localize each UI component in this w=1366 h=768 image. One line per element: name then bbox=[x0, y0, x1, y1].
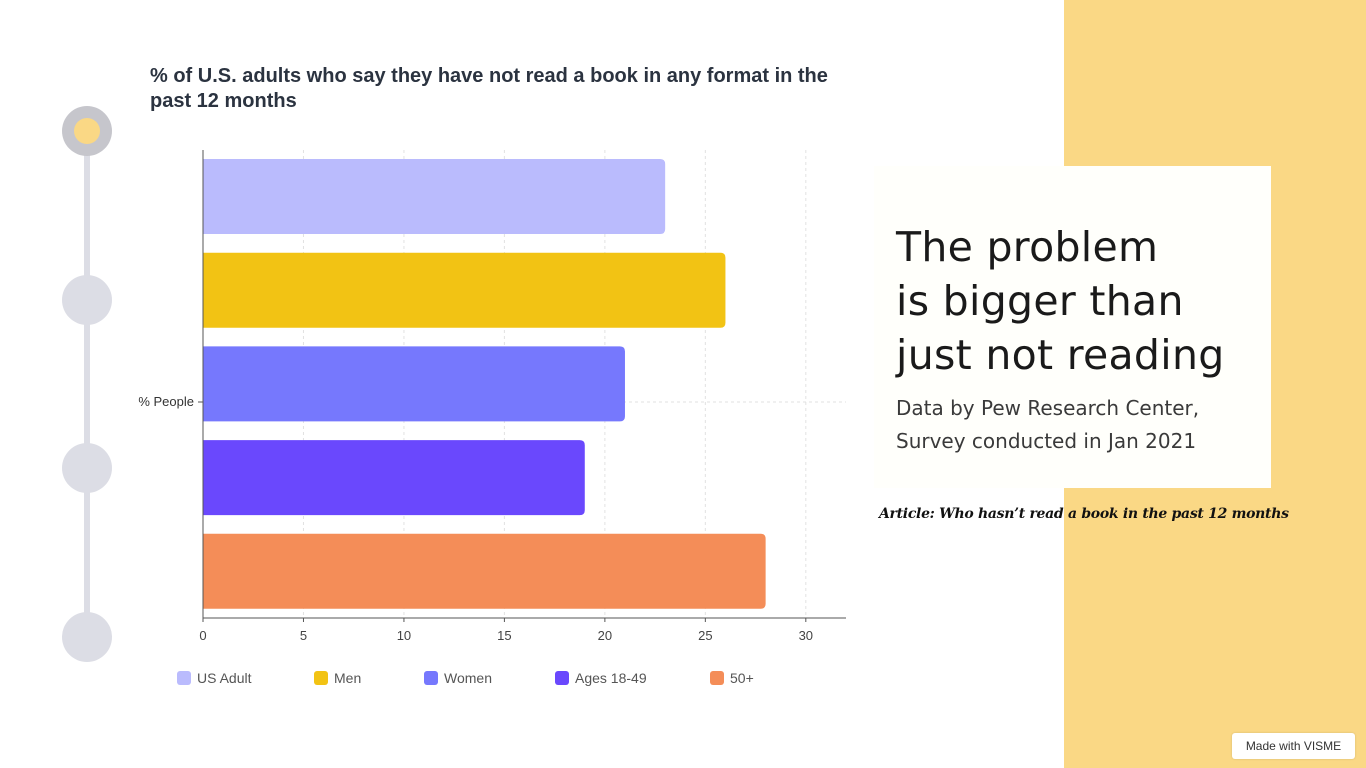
bar-us-adult bbox=[203, 159, 666, 234]
made-with-visme-badge[interactable]: Made with VISME bbox=[1232, 733, 1355, 759]
bar-women bbox=[203, 346, 625, 422]
timeline-step-4[interactable] bbox=[62, 612, 112, 662]
x-tick-label: 20 bbox=[598, 628, 612, 643]
x-tick-label: 0 bbox=[199, 628, 206, 643]
card-subtitle: Data by Pew Research Center, Survey cond… bbox=[896, 392, 1266, 458]
legend-swatch bbox=[424, 671, 438, 685]
timeline-step-1-active[interactable] bbox=[62, 106, 112, 156]
bar-men bbox=[203, 252, 726, 328]
chart-legend: US Adult Men Women Ages 18-49 50+ bbox=[177, 668, 817, 688]
x-tick-label: 30 bbox=[799, 628, 813, 643]
legend-item[interactable]: Men bbox=[314, 668, 361, 688]
legend-label: 50+ bbox=[730, 670, 754, 686]
legend-swatch bbox=[177, 671, 191, 685]
legend-label: US Adult bbox=[197, 670, 252, 686]
legend-swatch bbox=[710, 671, 724, 685]
legend-label: Women bbox=[444, 670, 492, 686]
x-tick-label: 5 bbox=[300, 628, 307, 643]
timeline-step-2[interactable] bbox=[62, 275, 112, 325]
info-card bbox=[874, 166, 1271, 488]
card-subtitle-line: Data by Pew Research Center, bbox=[896, 396, 1200, 420]
card-heading-line: The problem bbox=[896, 223, 1159, 271]
bar-ages-18-49 bbox=[203, 440, 585, 516]
card-heading: The problem is bigger than just not read… bbox=[896, 220, 1266, 382]
card-heading-line: just not reading bbox=[896, 331, 1225, 379]
x-tick-label: 10 bbox=[397, 628, 411, 643]
bar-50- bbox=[203, 533, 766, 609]
article-link[interactable]: Article: Who hasn’t read a book in the p… bbox=[879, 506, 1289, 522]
legend-item[interactable]: 50+ bbox=[710, 668, 754, 688]
y-category-label: % People bbox=[138, 394, 194, 409]
legend-item[interactable]: Women bbox=[424, 668, 492, 688]
timeline-step-3[interactable] bbox=[62, 443, 112, 493]
legend-item[interactable]: US Adult bbox=[177, 668, 251, 688]
timeline-line bbox=[84, 130, 90, 638]
card-heading-line: is bigger than bbox=[896, 277, 1184, 325]
chart-title: % of U.S. adults who say they have not r… bbox=[150, 65, 828, 112]
legend-label: Ages 18-49 bbox=[575, 670, 647, 686]
card-subtitle-line: Survey conducted in Jan 2021 bbox=[896, 429, 1197, 453]
x-tick-label: 15 bbox=[497, 628, 511, 643]
x-tick-label: 25 bbox=[698, 628, 712, 643]
legend-swatch bbox=[555, 671, 569, 685]
legend-label: Men bbox=[334, 670, 362, 686]
legend-item[interactable]: Ages 18-49 bbox=[555, 668, 647, 688]
legend-swatch bbox=[314, 671, 328, 685]
